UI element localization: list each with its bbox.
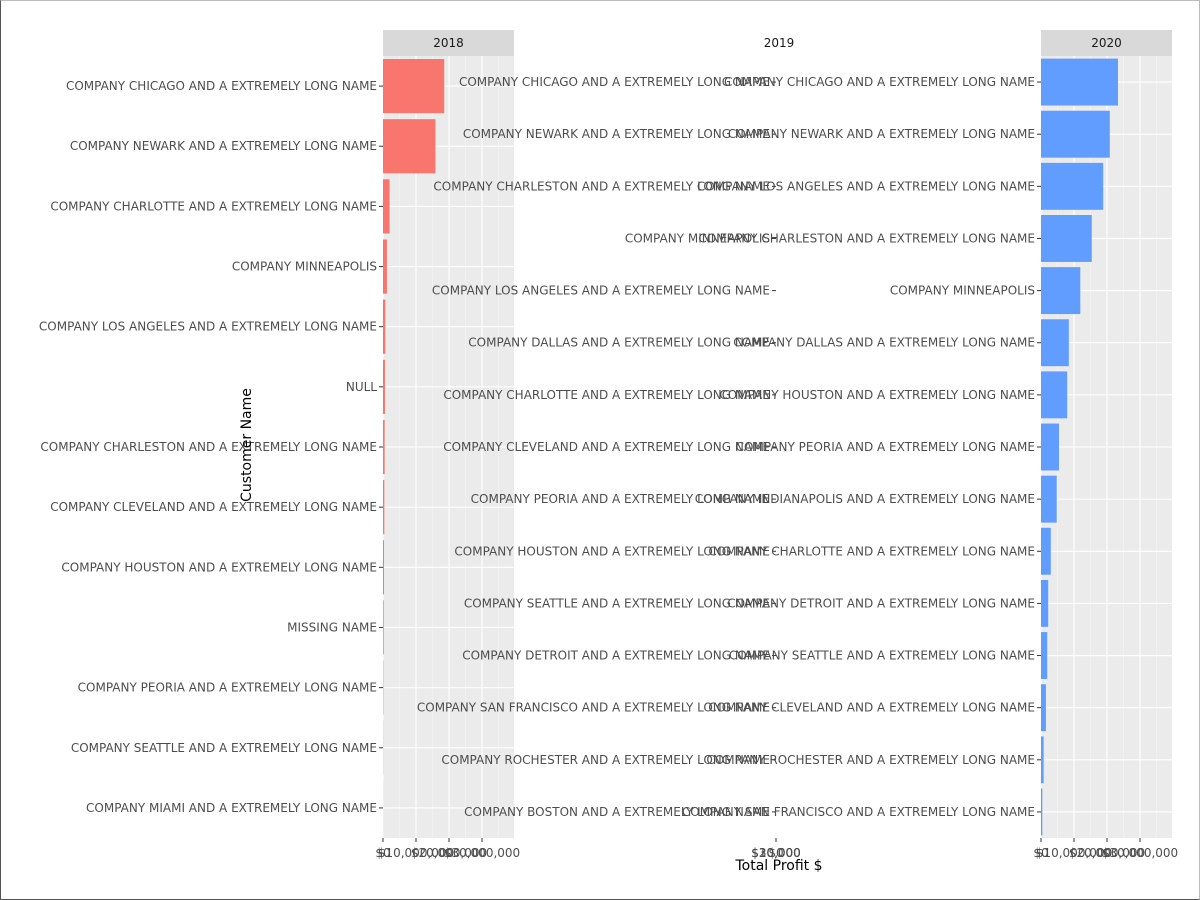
bar bbox=[383, 540, 384, 595]
panels-layer: 2018 COMPANY CHICAGO AND A EXTREMELY LONG… bbox=[39, 30, 1178, 860]
bar bbox=[1041, 423, 1060, 471]
strip-label: 2018 bbox=[433, 36, 464, 50]
y-tick-label: COMPANY CLEVELAND AND A EXTREMELY LONG N… bbox=[443, 440, 770, 454]
bar bbox=[383, 59, 445, 114]
x-tick-label: $20,000,000 bbox=[1069, 846, 1145, 860]
y-tick-label: COMPANY HOUSTON AND A EXTREMELY LONG NAM… bbox=[719, 388, 1035, 402]
bar bbox=[383, 359, 385, 414]
x-tick-label: $10,000 bbox=[751, 846, 801, 860]
y-tick-label: COMPANY NEWARK AND A EXTREMELY LONG NAME bbox=[70, 139, 377, 153]
y-tick-label: NULL bbox=[346, 380, 377, 394]
x-tick-label: $30,000,000 bbox=[1102, 846, 1178, 860]
y-tick-label: COMPANY CLEVELAND AND A EXTREMELY LONG N… bbox=[50, 500, 377, 514]
x-tick-label: $20,000 bbox=[751, 846, 801, 860]
bar bbox=[383, 239, 387, 294]
bar bbox=[1041, 579, 1049, 627]
x-tick-label: $0 bbox=[768, 846, 783, 860]
panel-2019: 2019 COMPANY CHICAGO AND A EXTREMELY LONG… bbox=[417, 36, 801, 860]
y-tick-label: COMPANY MINNEAPOLIS bbox=[890, 284, 1035, 298]
bar bbox=[1041, 527, 1051, 575]
y-tick-label: COMPANY MINNEAPOLIS bbox=[232, 260, 377, 274]
x-tick-label: $0 bbox=[375, 846, 390, 860]
x-axis-title: Total Profit $ bbox=[734, 858, 822, 874]
y-tick-label: COMPANY NEWARK AND A EXTREMELY LONG NAME bbox=[728, 127, 1035, 141]
y-tick-label: COMPANY HOUSTON AND A EXTREMELY LONG NAM… bbox=[454, 544, 770, 558]
bar bbox=[1041, 736, 1044, 784]
y-tick-label: COMPANY CHICAGO AND A EXTREMELY LONG NAM… bbox=[459, 75, 770, 89]
y-tick-label: COMPANY LOS ANGELES AND A EXTREMELY LONG… bbox=[39, 320, 377, 334]
y-tick-label: COMPANY SEATTLE AND A EXTREMELY LONG NAM… bbox=[71, 741, 377, 755]
y-tick-label: COMPANY LOS ANGELES AND A EXTREMELY LONG… bbox=[697, 179, 1035, 193]
y-tick-label: COMPANY NEWARK AND A EXTREMELY LONG NAME bbox=[463, 127, 770, 141]
y-tick-label: COMPANY DALLAS AND A EXTREMELY LONG NAME bbox=[733, 336, 1035, 350]
strip-background bbox=[383, 30, 514, 56]
y-tick-label: COMPANY CHARLESTON AND A EXTREMELY LONG … bbox=[40, 440, 377, 454]
y-tick-label: COMPANY INDIANAPOLIS AND A EXTREMELY LON… bbox=[695, 492, 1035, 506]
y-tick-label: COMPANY DETROIT AND A EXTREMELY LONG NAM… bbox=[727, 596, 1035, 610]
bar bbox=[1041, 319, 1069, 367]
bar bbox=[1041, 475, 1057, 523]
y-tick-label: COMPANY CHARLESTON AND A EXTREMELY LONG … bbox=[433, 179, 770, 193]
y-tick-label: COMPANY DALLAS AND A EXTREMELY LONG NAME bbox=[468, 336, 770, 350]
y-tick-label: COMPANY SAN FRANCISCO AND A EXTREMELY LO… bbox=[682, 805, 1035, 819]
strip-label: 2020 bbox=[1091, 36, 1122, 50]
x-tick-label: $20,000,000 bbox=[411, 846, 487, 860]
strip-label: 2019 bbox=[764, 36, 795, 50]
y-tick-label: COMPANY MIAMI AND A EXTREMELY LONG NAME bbox=[86, 801, 377, 815]
y-tick-label: COMPANY BOSTON AND A EXTREMELY LONG NAME bbox=[464, 805, 770, 819]
x-tick-label: $10,000,000 bbox=[1036, 846, 1112, 860]
bar bbox=[383, 419, 385, 475]
bar bbox=[383, 119, 436, 174]
y-tick-label: COMPANY CHICAGO AND A EXTREMELY LONG NAM… bbox=[66, 79, 377, 93]
y-tick-label: COMPANY CHARLESTON AND A EXTREMELY LONG … bbox=[698, 231, 1035, 245]
y-tick-label: COMPANY CHARLOTTE AND A EXTREMELY LONG N… bbox=[708, 544, 1035, 558]
y-tick-label: COMPANY CLEVELAND AND A EXTREMELY LONG N… bbox=[708, 701, 1035, 715]
bar bbox=[1041, 215, 1092, 262]
panel-2020: 2020 COMPANY CHICAGO AND A EXTREMELY LONG… bbox=[682, 30, 1178, 860]
bar bbox=[1041, 162, 1104, 210]
bar bbox=[1041, 371, 1068, 419]
y-tick-label: COMPANY PEORIA AND A EXTREMELY LONG NAME bbox=[736, 440, 1035, 454]
bar bbox=[1041, 788, 1043, 836]
bar bbox=[383, 480, 385, 535]
y-tick-label: COMPANY MINNEAPOLIS bbox=[625, 231, 770, 245]
y-tick-label: COMPANY ROCHESTER AND A EXTREMELY LONG N… bbox=[706, 753, 1035, 767]
bar bbox=[1041, 58, 1118, 106]
panel-2018: 2018 COMPANY CHICAGO AND A EXTREMELY LONG… bbox=[39, 30, 520, 860]
y-axis-title: Customer Name bbox=[239, 388, 255, 502]
bar bbox=[383, 299, 386, 354]
bar bbox=[383, 600, 384, 655]
y-tick-label: MISSING NAME bbox=[287, 620, 377, 634]
bar bbox=[1041, 110, 1110, 158]
y-tick-label: COMPANY SEATTLE AND A EXTREMELY LONG NAM… bbox=[729, 649, 1035, 663]
y-tick-label: COMPANY SEATTLE AND A EXTREMELY LONG NAM… bbox=[464, 596, 770, 610]
strip-background bbox=[1041, 30, 1172, 56]
y-tick-label: COMPANY SAN FRANCISCO AND A EXTREMELY LO… bbox=[417, 701, 770, 715]
y-tick-label: COMPANY ROCHESTER AND A EXTREMELY LONG N… bbox=[441, 753, 770, 767]
x-tick-label: $10,000,000 bbox=[378, 846, 454, 860]
x-tick-label: $30,000 bbox=[751, 846, 801, 860]
bar bbox=[1041, 267, 1081, 315]
bar bbox=[1041, 632, 1048, 679]
y-tick-label: COMPANY CHICAGO AND A EXTREMELY LONG NAM… bbox=[724, 75, 1035, 89]
y-tick-label: COMPANY PEORIA AND A EXTREMELY LONG NAME bbox=[78, 681, 377, 695]
y-tick-label: COMPANY DETROIT AND A EXTREMELY LONG NAM… bbox=[462, 649, 770, 663]
x-tick-label: $0 bbox=[1033, 846, 1048, 860]
y-tick-label: COMPANY LOS ANGELES AND A EXTREMELY LONG… bbox=[432, 284, 770, 298]
bar bbox=[383, 179, 390, 234]
y-tick-label: COMPANY CHARLOTTE AND A EXTREMELY LONG N… bbox=[443, 388, 770, 402]
x-tick-label: $30,000,000 bbox=[444, 846, 520, 860]
y-tick-label: COMPANY HOUSTON AND A EXTREMELY LONG NAM… bbox=[61, 560, 377, 574]
y-tick-label: COMPANY CHARLOTTE AND A EXTREMELY LONG N… bbox=[50, 199, 377, 213]
bar bbox=[1041, 684, 1046, 732]
y-tick-label: COMPANY PEORIA AND A EXTREMELY LONG NAME bbox=[471, 492, 770, 506]
